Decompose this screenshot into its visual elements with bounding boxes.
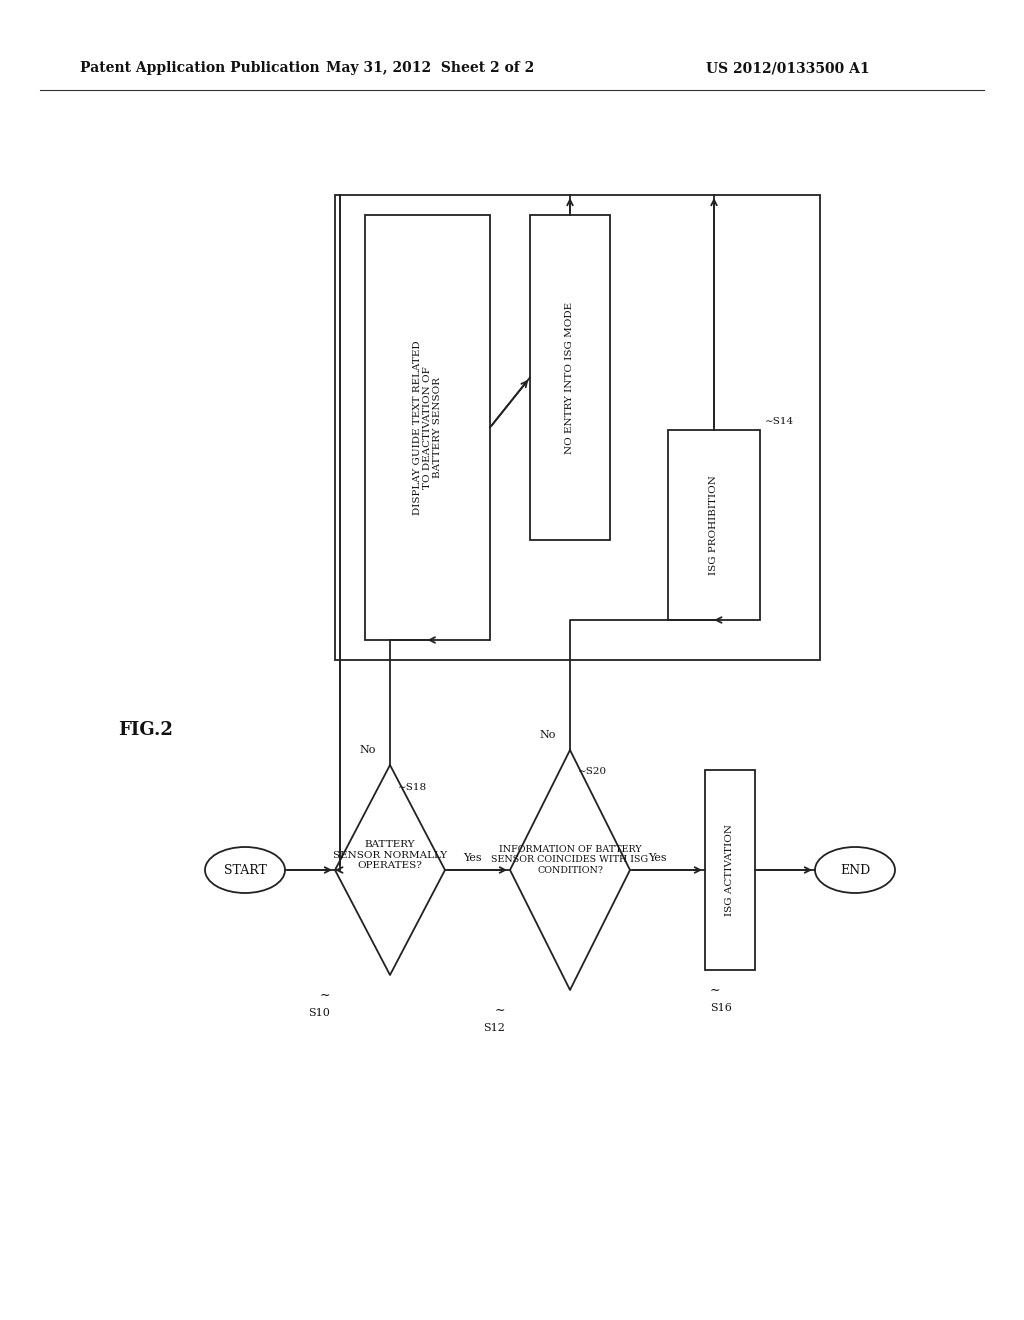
Text: ∼S18: ∼S18: [398, 783, 427, 792]
Bar: [668, 430, 760, 620]
Text: S10: S10: [308, 1008, 330, 1018]
Bar: [530, 215, 610, 540]
Text: Yes: Yes: [463, 853, 481, 863]
Text: FIG.2: FIG.2: [118, 721, 173, 739]
Bar: [705, 770, 755, 970]
Text: INFORMATION OF BATTERY
SENSOR COINCIDES WITH ISG
CONDITION?: INFORMATION OF BATTERY SENSOR COINCIDES …: [492, 845, 648, 875]
Text: US 2012/0133500 A1: US 2012/0133500 A1: [707, 61, 870, 75]
Text: No: No: [359, 744, 376, 755]
Text: END: END: [840, 863, 870, 876]
Text: NO ENTRY INTO ISG MODE: NO ENTRY INTO ISG MODE: [565, 301, 574, 454]
Text: S16: S16: [710, 1003, 732, 1012]
Text: May 31, 2012  Sheet 2 of 2: May 31, 2012 Sheet 2 of 2: [326, 61, 535, 75]
Text: ∼: ∼: [710, 983, 721, 997]
Text: S12: S12: [483, 1023, 505, 1034]
Text: ∼: ∼: [319, 989, 330, 1002]
Bar: [335, 195, 820, 660]
Text: ∼S14: ∼S14: [765, 417, 795, 426]
Text: ISG PROHIBITION: ISG PROHIBITION: [710, 475, 719, 576]
Text: START: START: [223, 863, 266, 876]
Text: ∼S20: ∼S20: [578, 767, 607, 776]
Text: Patent Application Publication: Patent Application Publication: [80, 61, 319, 75]
Text: ∼: ∼: [495, 1003, 505, 1016]
Text: ISG ACTIVATION: ISG ACTIVATION: [725, 824, 734, 916]
Text: BATTERY
SENSOR NORMALLY
OPERATES?: BATTERY SENSOR NORMALLY OPERATES?: [333, 840, 447, 870]
Text: DISPLAY GUIDE TEXT RELATED
TO DEACTIVATION OF
BATTERY SENSOR: DISPLAY GUIDE TEXT RELATED TO DEACTIVATI…: [413, 341, 442, 515]
Text: No: No: [540, 730, 556, 741]
Text: Yes: Yes: [648, 853, 667, 863]
Bar: [365, 215, 490, 640]
